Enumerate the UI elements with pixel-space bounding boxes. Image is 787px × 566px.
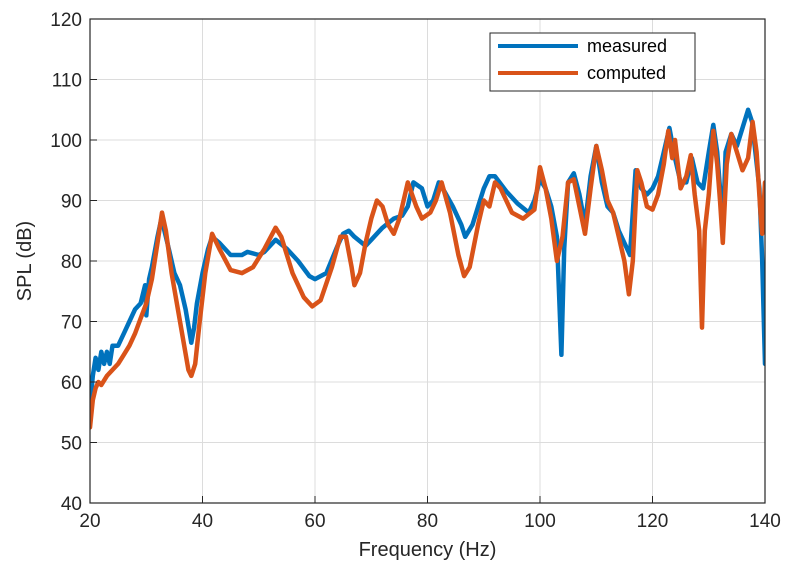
series-lines bbox=[90, 107, 765, 430]
x-tick-label: 140 bbox=[749, 511, 781, 532]
y-tick-label: 60 bbox=[61, 373, 82, 394]
y-tick-label: 120 bbox=[50, 10, 82, 31]
legend-label-computed: computed bbox=[587, 63, 666, 83]
y-tick-label: 80 bbox=[61, 252, 82, 273]
y-axis-title: SPL (dB) bbox=[14, 221, 36, 301]
y-tick-label: 50 bbox=[61, 434, 82, 455]
x-tick-label: 80 bbox=[417, 511, 438, 532]
x-axis-title: Frequency (Hz) bbox=[359, 539, 497, 561]
y-tick-label: 70 bbox=[61, 313, 82, 334]
legend: measured computed bbox=[489, 32, 696, 92]
x-tick-label: 120 bbox=[637, 511, 669, 532]
y-tick-label: 100 bbox=[50, 131, 82, 152]
legend-box bbox=[489, 32, 696, 92]
y-tick-label: 40 bbox=[61, 494, 82, 515]
series-line-computed bbox=[90, 119, 765, 430]
x-tick-label: 40 bbox=[192, 511, 213, 532]
y-tick-label: 90 bbox=[61, 192, 82, 213]
x-tick-label: 100 bbox=[524, 511, 556, 532]
legend-label-measured: measured bbox=[587, 36, 667, 56]
y-tick-label: 110 bbox=[52, 71, 82, 92]
x-tick-label: 60 bbox=[304, 511, 325, 532]
x-tick-label: 20 bbox=[79, 511, 100, 532]
